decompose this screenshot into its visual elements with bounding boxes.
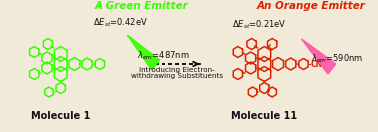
Polygon shape	[302, 39, 336, 74]
Text: withdrawing Substituents: withdrawing Substituents	[131, 73, 223, 79]
Text: A Green Emitter: A Green Emitter	[95, 1, 189, 11]
Text: $\lambda_{em}$=590nm: $\lambda_{em}$=590nm	[311, 53, 364, 65]
Text: An Orange Emitter: An Orange Emitter	[257, 1, 366, 11]
Text: $\lambda_{em}$=487nm: $\lambda_{em}$=487nm	[137, 50, 190, 62]
Text: Molecule 11: Molecule 11	[231, 111, 297, 121]
Text: $\Delta E_{st}$=0.21eV: $\Delta E_{st}$=0.21eV	[232, 19, 287, 31]
Text: Molecule 1: Molecule 1	[31, 111, 90, 121]
Text: $\Delta E_{st}$=0.42eV: $\Delta E_{st}$=0.42eV	[93, 17, 148, 29]
Text: Introducing Electron-: Introducing Electron-	[139, 67, 215, 73]
Polygon shape	[127, 35, 160, 70]
Text: CN: CN	[310, 60, 322, 69]
